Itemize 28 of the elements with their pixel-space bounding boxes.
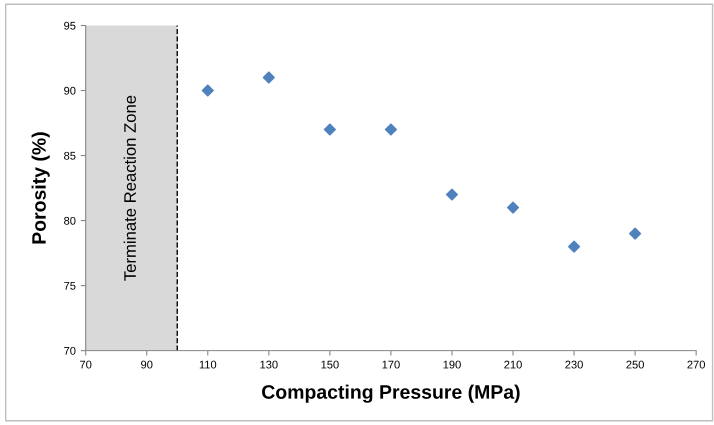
x-tick-label: 90 [141,360,152,369]
x-tick-label: 210 [504,360,522,369]
y-tick-label: 70 [64,346,76,355]
x-axis-title: Compacting Pressure (MPa) [262,384,520,403]
x-tick-label: 270 [687,360,705,369]
x-tick-label: 190 [444,360,461,369]
y-tick-label: 85 [64,152,76,160]
band-label: Terminate Reaction Zone [124,96,136,281]
point [568,240,580,253]
y-axis-title: Porosity (%) [32,132,50,244]
x-tick-label: 250 [626,360,644,369]
x-tick-label: 150 [321,360,339,369]
point [629,228,642,240]
x-tick-label: 130 [260,360,278,369]
y-tick-label: 75 [64,282,76,290]
point [324,123,336,136]
x-tick-label: 170 [382,360,400,369]
x-tick-label: 230 [565,360,583,369]
point [506,201,520,214]
point [384,123,397,136]
point [202,84,214,97]
x-tick-label: 70 [80,360,92,369]
y-tick-label: 95 [64,22,76,30]
point [262,71,275,84]
x-tick-label: 110 [200,360,216,369]
y-tick-label: 90 [64,86,76,95]
point [446,188,458,201]
y-tick-label: 80 [64,216,76,225]
